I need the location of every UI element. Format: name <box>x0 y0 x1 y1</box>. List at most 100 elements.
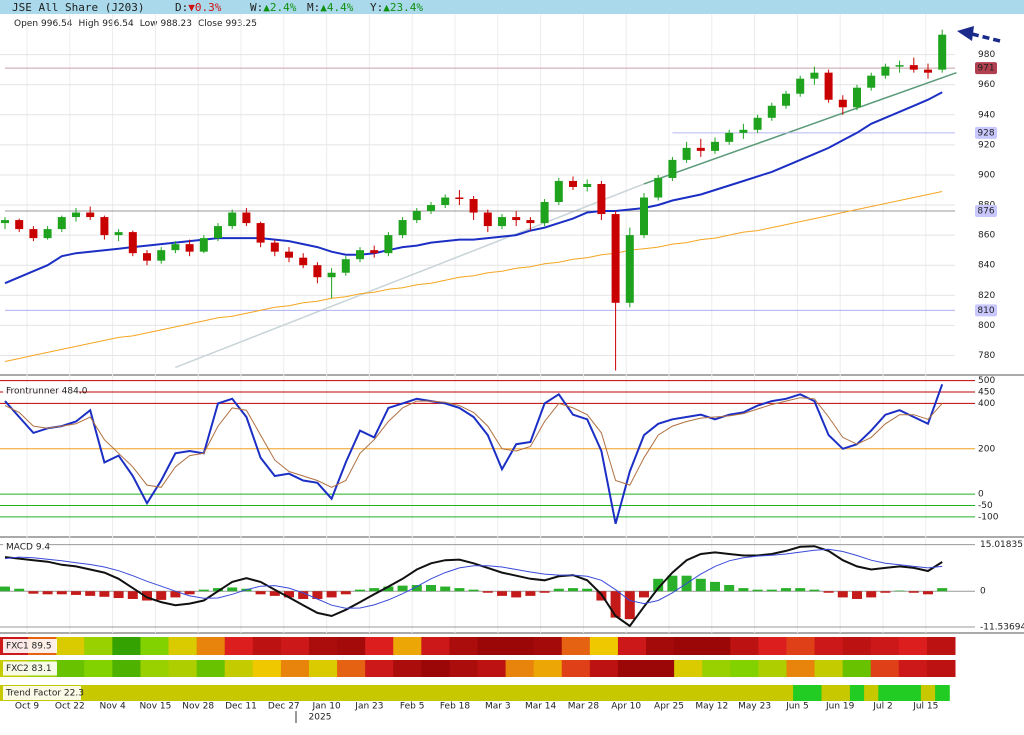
histogram-bar <box>213 588 223 592</box>
histogram-bar <box>795 588 806 592</box>
heat-cell <box>898 660 928 677</box>
heat-cell <box>421 660 450 677</box>
y-tick-label: -100 <box>978 512 999 522</box>
indicator-line <box>4 383 944 524</box>
y-tick-label: 960 <box>978 80 995 90</box>
x-tick-label: Nov 28 <box>182 702 214 712</box>
change-value: ▲4.4% <box>320 1 353 14</box>
heat-cell <box>814 637 844 655</box>
histogram-bar <box>298 591 309 599</box>
histogram-bar <box>156 591 167 600</box>
heat-cell <box>842 660 872 677</box>
trend-cell <box>466 685 482 701</box>
heat-cell <box>224 660 254 677</box>
candle-body <box>370 250 379 254</box>
histogram-bar <box>624 591 635 620</box>
panel-label: FXC2 83.1 <box>6 664 52 674</box>
heat-cell <box>168 660 198 677</box>
y-tick-label: 860 <box>978 231 995 241</box>
ohlc-value: 988.23 <box>160 19 192 29</box>
trend-cell <box>210 685 226 701</box>
histogram-bar <box>0 586 10 592</box>
candle-body <box>114 232 123 236</box>
x-tick-label: Jun 19 <box>825 702 855 712</box>
x-tick-label: Nov 15 <box>139 702 171 712</box>
heat-cell <box>280 637 310 655</box>
trend-cell <box>551 685 567 701</box>
y-tick-label: 450 <box>978 388 995 398</box>
histogram-bar <box>28 591 39 594</box>
histogram-bar <box>255 591 266 595</box>
x-tick-label: Jul 2 <box>872 702 892 712</box>
histogram-bar <box>710 581 720 592</box>
heat-cell <box>926 637 956 655</box>
candle-body <box>881 66 890 76</box>
heat-cell <box>224 637 254 655</box>
trend-cell <box>594 685 609 701</box>
trend-cell <box>736 685 751 701</box>
candle-body <box>128 232 137 254</box>
candle-body <box>909 65 918 70</box>
histogram-bar <box>639 591 649 598</box>
candle-body <box>29 229 38 239</box>
histogram-bar <box>284 591 294 598</box>
y-tick-label: 800 <box>978 321 995 331</box>
change-value: ▼0.3% <box>188 1 221 14</box>
candle-body <box>299 257 308 266</box>
candle-body <box>895 65 904 67</box>
candle-body <box>15 220 24 230</box>
candle-body <box>171 244 180 251</box>
candle-body <box>313 265 322 278</box>
candle-body <box>498 217 506 227</box>
candle-body <box>696 147 705 151</box>
indicator-line <box>4 545 943 628</box>
heat-cell <box>112 660 141 677</box>
histogram-bar <box>937 588 948 592</box>
y-tick-label: 15.01835 <box>980 540 1023 550</box>
histogram-bar <box>42 591 53 595</box>
histogram-bar <box>355 589 365 592</box>
change: M:▲4.4% <box>307 1 354 14</box>
histogram-bar <box>71 591 81 595</box>
candle-body <box>554 180 563 203</box>
change-value: ▲23.4% <box>383 1 423 14</box>
candle-body <box>214 226 222 239</box>
trend-cell <box>395 685 411 701</box>
histogram-bar <box>738 588 749 592</box>
candle-body <box>57 217 66 230</box>
heat-cell <box>870 637 900 655</box>
heat-cell <box>393 637 422 655</box>
ohlc-value: 996.54 <box>41 19 73 29</box>
heat-cell <box>898 637 928 655</box>
y-tick-label: 920 <box>978 140 995 150</box>
candle-body <box>540 202 549 224</box>
year-label: 2025 <box>309 713 332 723</box>
trend-cell <box>239 685 254 701</box>
trend-cell <box>580 685 595 701</box>
candle-body <box>938 34 947 70</box>
heat-cell <box>617 660 647 677</box>
candle-body <box>654 177 663 198</box>
candle-body <box>185 244 194 252</box>
level-label: 810 <box>977 306 994 316</box>
candle-body <box>455 197 464 200</box>
histogram-bar <box>695 578 706 592</box>
histogram-bar <box>440 586 451 592</box>
heat-cell <box>926 660 956 677</box>
x-tick-label: Mar 3 <box>485 702 511 712</box>
candle-body <box>512 217 521 221</box>
change-label: W: <box>250 1 263 14</box>
heat-cell <box>365 637 394 655</box>
heat-cell <box>758 660 787 677</box>
histogram-bar <box>397 585 408 592</box>
candle-body <box>72 212 80 218</box>
x-tick-label: May 12 <box>695 702 728 712</box>
heat-cell <box>365 660 394 677</box>
histogram-bar <box>312 591 323 599</box>
histogram-bar <box>14 588 25 592</box>
candle-body <box>796 78 805 94</box>
trend-cell <box>821 685 837 701</box>
histogram-bar <box>553 588 564 592</box>
candle-body <box>739 129 748 133</box>
